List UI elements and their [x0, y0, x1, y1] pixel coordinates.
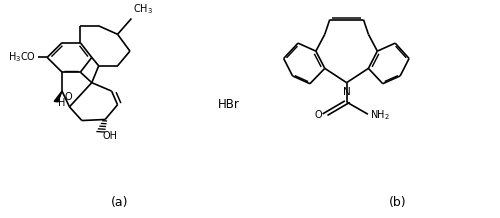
Text: OH: OH: [102, 131, 118, 141]
Text: HBr: HBr: [218, 98, 240, 111]
Text: H$_3$CO: H$_3$CO: [8, 51, 36, 64]
Text: O: O: [64, 92, 72, 102]
Text: O: O: [314, 110, 322, 120]
Polygon shape: [54, 91, 62, 102]
Text: N: N: [342, 87, 350, 97]
Text: NH$_2$: NH$_2$: [370, 108, 390, 122]
Text: CH$_3$: CH$_3$: [134, 3, 154, 16]
Text: H: H: [58, 98, 66, 108]
Text: (b): (b): [389, 196, 406, 209]
Text: (a): (a): [112, 196, 129, 209]
